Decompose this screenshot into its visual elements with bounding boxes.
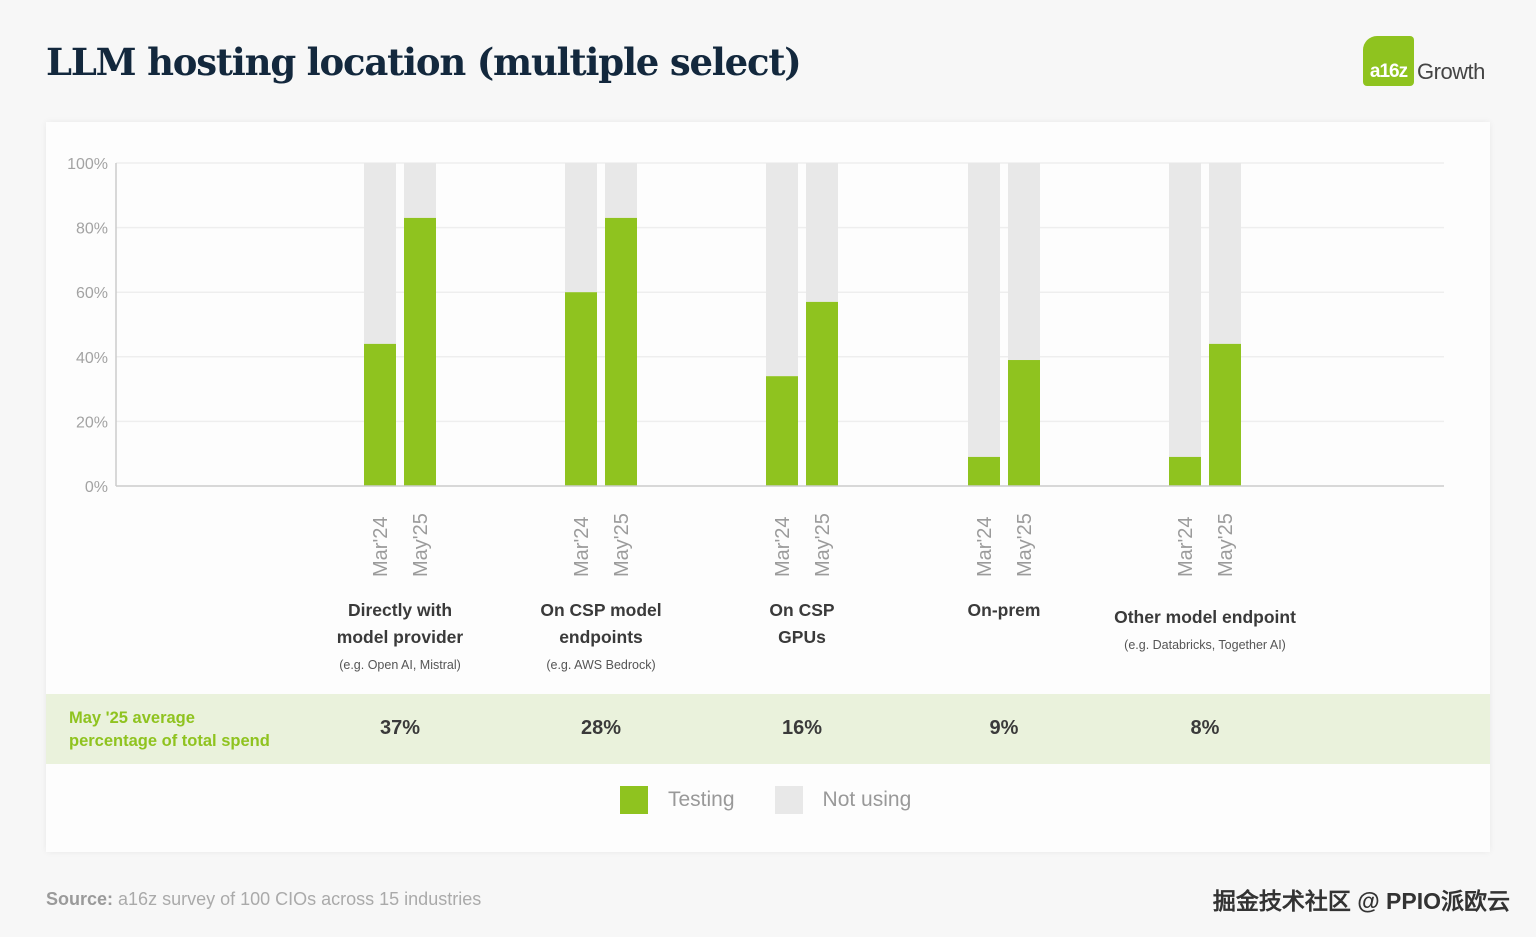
spend-value: 28% — [580, 717, 622, 739]
spend-band-label: May '25 average percentage of total spen… — [69, 707, 270, 753]
category-title: endpoints — [559, 627, 643, 647]
chart-card: 0% 20% 40% 60% 80% 100% Mar'24 May'25 Mar'24 May'… — [46, 122, 1490, 852]
bar-testing — [1169, 456, 1201, 486]
bar-testing — [1209, 343, 1241, 486]
spend-value: 37% — [379, 717, 421, 739]
page-title: LLM hosting location (multiple select) — [46, 40, 802, 84]
bar-not-using — [1209, 163, 1241, 344]
x-tick-label: May'25 — [812, 513, 834, 577]
bar-testing — [605, 217, 637, 486]
category-title: On-prem — [967, 600, 1041, 620]
logo-text: Growth — [1417, 59, 1485, 84]
bar-not-using — [766, 163, 798, 377]
category-subtitle: (e.g. Databricks, Together AI) — [1124, 638, 1286, 652]
spend-band-label-line2: percentage of total spend — [69, 732, 270, 750]
spend-band: May '25 average percentage of total spen… — [46, 694, 1490, 764]
spend-value: 8% — [1190, 717, 1220, 739]
bar-not-using — [1169, 163, 1201, 457]
x-tick-label: Mar'24 — [370, 516, 392, 577]
x-tick-label: May'25 — [1014, 513, 1036, 577]
bar-not-using — [364, 163, 396, 344]
spend-value: 16% — [781, 717, 823, 739]
source-note: Source: a16z survey of 100 CIOs across 1… — [46, 889, 481, 910]
bar-not-using — [806, 163, 838, 302]
y-tick-label: 80% — [76, 221, 108, 238]
category-title: Other model endpoint — [1114, 607, 1296, 627]
bar-testing — [766, 376, 798, 486]
legend-swatch-testing — [620, 786, 648, 814]
legend-label-testing: Testing — [668, 788, 735, 811]
bar-testing — [806, 301, 838, 486]
category-title: On CSP — [769, 600, 835, 620]
bar-not-using — [565, 163, 597, 293]
legend-label-not-using: Not using — [822, 788, 912, 811]
legend-item-testing: Testing — [620, 786, 735, 814]
x-tick-label: May'25 — [410, 513, 432, 577]
bar-testing — [364, 343, 396, 486]
y-tick-label: 40% — [76, 350, 108, 367]
bar-chart: 0% 20% 40% 60% 80% 100% Mar'24 May'25 Mar'24 May'… — [67, 156, 1444, 577]
source-text: a16z survey of 100 CIOs across 15 indust… — [113, 889, 482, 909]
category-title: model provider — [336, 627, 464, 647]
logo-mark: a16z — [1363, 36, 1414, 86]
y-tick-label: 100% — [67, 156, 108, 173]
bar-testing — [968, 456, 1000, 486]
category-title: On CSP model — [540, 600, 662, 620]
legend: Testing Not using — [620, 786, 951, 814]
bar-not-using — [1008, 163, 1040, 361]
category-title: GPUs — [778, 627, 826, 647]
x-tick-label: Mar'24 — [974, 516, 996, 577]
bar-not-using — [968, 163, 1000, 457]
x-tick-label: May'25 — [611, 513, 633, 577]
watermark: 掘金技术社区 @ PPIO派欧云 — [1212, 888, 1510, 914]
y-tick-label: 0% — [85, 479, 108, 496]
spend-value: 9% — [989, 717, 1019, 739]
bar-not-using — [404, 163, 436, 218]
category-subtitle: (e.g. Open AI, Mistral) — [339, 658, 461, 672]
y-tick-label: 20% — [76, 414, 108, 431]
category-title: Directly with — [347, 600, 453, 620]
bar-not-using — [605, 163, 637, 218]
x-tick-label: Mar'24 — [571, 516, 593, 577]
spend-band-label-line1: May '25 average — [69, 709, 195, 727]
legend-swatch-not-using — [774, 786, 803, 814]
bar-testing — [565, 292, 597, 486]
bar-testing — [1008, 360, 1040, 486]
x-tick-label: May'25 — [1215, 513, 1237, 577]
legend-item-not-using: Not using — [774, 786, 912, 814]
source-label: Source: — [46, 889, 114, 909]
x-tick-label: Mar'24 — [772, 516, 794, 577]
y-tick-label: 60% — [76, 285, 108, 302]
category-subtitle: (e.g. AWS Bedrock) — [546, 658, 656, 672]
x-tick-label: Mar'24 — [1175, 516, 1197, 577]
a16z-growth-logo: a16z Growth — [1363, 36, 1485, 86]
bar-testing — [404, 217, 436, 486]
